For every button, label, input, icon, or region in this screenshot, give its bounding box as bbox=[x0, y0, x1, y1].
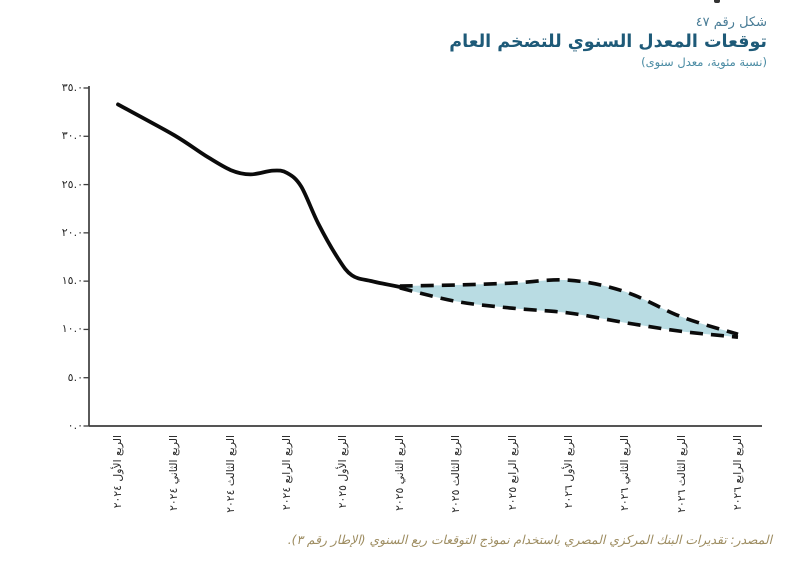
y-axis-label: ٠.٠ bbox=[67, 419, 83, 432]
y-axis-label: ٣٠.٠ bbox=[61, 129, 83, 143]
figure-header: شكل رقم ٤٧ توقعات المعدل السنوي للتضخم ا… bbox=[449, 15, 767, 70]
y-axis-label: ١٥.٠ bbox=[61, 274, 83, 288]
x-axis-label: الربع الأول ٢٠٢٤ bbox=[111, 435, 124, 509]
y-axis-label: ٥.٠ bbox=[67, 370, 83, 384]
x-axis-label: الربع الثاني ٢٠٢٦ bbox=[618, 435, 632, 511]
y-axis-label: ٣٥.٠ bbox=[61, 81, 83, 94]
x-axis-label: الربع الرابع ٢٠٢٦ bbox=[730, 435, 744, 511]
x-axis-label: الربع الثالث ٢٠٢٤ bbox=[223, 435, 237, 513]
forecast-uncertainty-band bbox=[399, 279, 738, 338]
figure-subtitle: (نسبة مئوية، معدل سنوى) bbox=[641, 55, 767, 70]
figure-number-label: شكل رقم ٤٧ bbox=[695, 15, 767, 30]
x-axis-label: الربع الثاني ٢٠٢٤ bbox=[167, 435, 181, 511]
forecast-upper-dashed-line bbox=[399, 278, 739, 337]
forecast-lower-dashed-line bbox=[399, 286, 739, 339]
y-axis-label: ٢٥.٠ bbox=[61, 177, 83, 191]
y-axis-label: ٢٠.٠ bbox=[61, 225, 83, 239]
source-note: المصدر: تقديرات البنك المركزي المصري باس… bbox=[287, 533, 772, 547]
x-axis-label: الربع الثالث ٢٠٢٦ bbox=[674, 435, 688, 513]
figure-title: توقعات المعدل السنوي للتضخم العام bbox=[449, 32, 767, 53]
x-axis-label: الربع الرابع ٢٠٢٥ bbox=[505, 435, 519, 511]
x-axis-label: الربع الثالث ٢٠٢٥ bbox=[449, 435, 463, 513]
x-axis-label: الربع الرابع ٢٠٢٤ bbox=[280, 435, 294, 511]
x-axis-label: الربع الأول ٢٠٢٥ bbox=[336, 435, 350, 509]
x-axis-label: الربع الثاني ٢٠٢٥ bbox=[392, 435, 406, 511]
cropped-text-fragment bbox=[714, 0, 720, 3]
y-axis-label: ١٠.٠ bbox=[61, 322, 83, 336]
x-axis-label: الربع الأول ٢٠٢٦ bbox=[561, 435, 575, 509]
actual-inflation-line bbox=[116, 102, 402, 289]
